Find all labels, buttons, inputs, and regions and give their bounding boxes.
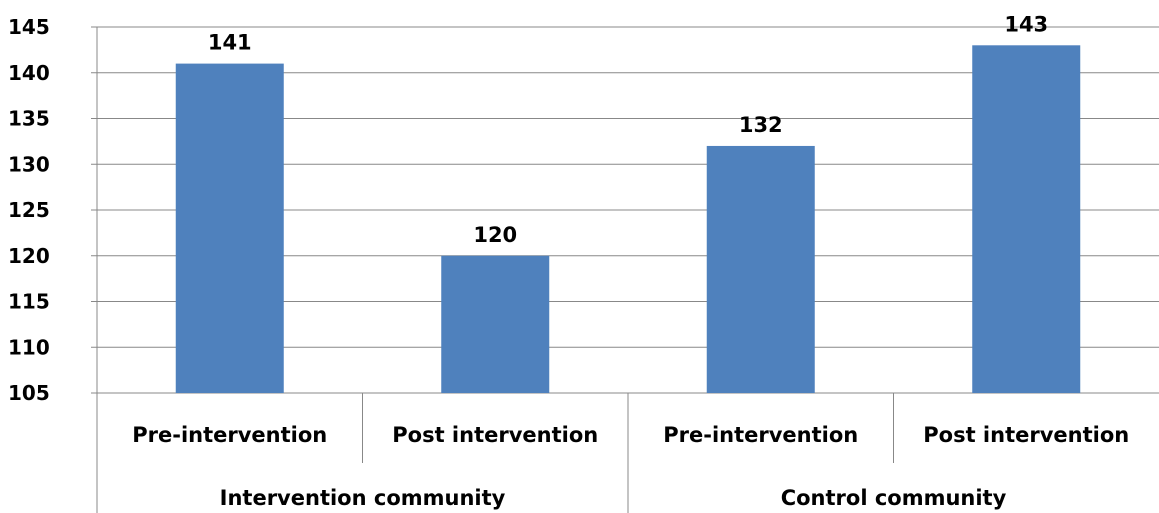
data-label: 141 <box>208 31 252 55</box>
group-labels: Intervention community Control community <box>220 486 1007 510</box>
data-label: 120 <box>473 223 517 247</box>
y-tick-label: 105 <box>8 381 50 405</box>
y-tick-label: 120 <box>8 244 50 268</box>
category-labels: Pre-intervention Post intervention Pre-int… <box>132 423 1129 447</box>
data-labels: 141 120 132 143 <box>208 12 1048 246</box>
category-label: Post intervention <box>923 423 1129 447</box>
bars <box>175 45 1081 394</box>
y-tick-label: 115 <box>8 290 50 314</box>
category-label: Pre-intervention <box>132 423 327 447</box>
data-label: 143 <box>1004 12 1048 36</box>
bar <box>972 45 1081 394</box>
category-label: Post intervention <box>392 423 598 447</box>
bar <box>706 145 815 393</box>
y-tick-label: 110 <box>8 335 50 359</box>
y-tick-label: 145 <box>8 15 50 39</box>
y-tick-label: 135 <box>8 107 50 131</box>
y-tick-label: 140 <box>8 61 50 85</box>
group-label: Intervention community <box>220 486 506 510</box>
category-label: Pre-intervention <box>663 423 858 447</box>
y-axis-ticks: 105 110 115 120 125 130 135 140 145 <box>8 15 50 405</box>
bar <box>441 255 550 393</box>
y-tick-label: 130 <box>8 152 50 176</box>
group-label: Control community <box>781 486 1007 510</box>
data-label: 132 <box>739 113 783 137</box>
y-tick-label: 125 <box>8 198 50 222</box>
bar <box>175 63 284 393</box>
